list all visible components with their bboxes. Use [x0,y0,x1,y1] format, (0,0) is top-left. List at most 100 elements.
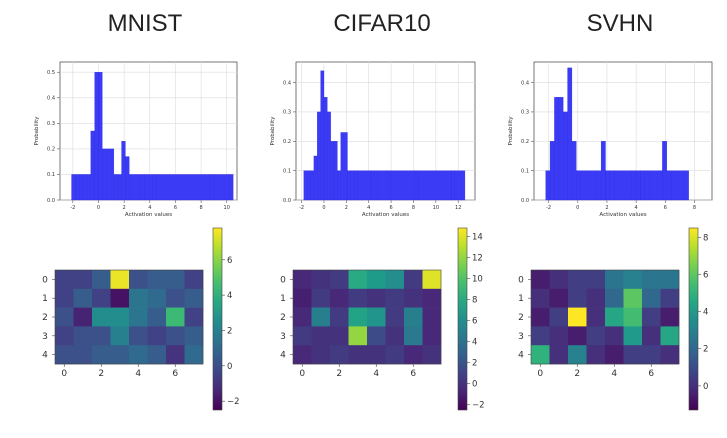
cifar10-colorbar-tick-label: 2 [472,359,477,369]
svhn-hist-bar [571,141,577,201]
cifar10-heatmap-cell [293,326,312,346]
mnist-hist-xtick-label: -2 [70,205,75,211]
mnist-heatmap-cell [184,345,204,365]
svhn-heatmap-cell [623,326,643,346]
cifar10-hist-xtick-label: -2 [299,205,304,211]
svhn-hist-bar [567,67,573,201]
svhn-heatmap-cell [568,307,587,327]
mnist-heatmap-xtick-label: 4 [135,369,141,379]
cifar10-heatmap-cell [330,270,349,290]
mnist-heatmap-cell [73,270,93,290]
cifar10-hist-bar [330,141,335,201]
svhn-heatmap-ytick-label: 4 [518,351,524,361]
cifar10-hist-bar [451,170,456,201]
svhn-hist-bar [635,170,641,201]
svhn-colorbar-tick-label: 0 [703,382,708,392]
mnist-hist-bar [106,148,115,201]
svhn-hist-bar [576,170,581,201]
mnist-colorbar-tick-label: −2 [227,397,240,407]
mnist-hist-bar [121,141,126,201]
mnist-heatmap-cell [184,307,204,327]
svhn-hist-bar [545,170,551,201]
svhn-heatmap-cell [549,326,569,346]
cifar10-hist-bar [317,111,321,201]
svhn-heatmap-cell [605,307,624,327]
cifar10-hist-bar [377,170,388,201]
svhn-heatmap-cell [531,288,550,308]
mnist-colorbar [212,227,223,411]
mnist-heatmap-cell [92,326,111,346]
cifar10-heatmap-cell [311,345,331,365]
svhn-hist-bar [580,170,597,201]
cifar10-hist-xtick-label: 0 [322,205,325,211]
cifar10-hist-xtick-label: 10 [433,205,439,211]
svhn-hist-bar [684,170,689,201]
mnist-heatmap-cell [55,345,74,365]
cifar10-title: CIFAR10 [333,10,431,37]
mnist-heatmap-ytick-label: 0 [42,275,48,285]
cifar10-heatmap-cell [385,288,405,308]
cifar10-heatmap-cell [404,307,423,327]
svhn-heatmap-cell [568,326,587,346]
cifar10-heatmap-ytick-label: 2 [280,313,286,323]
mnist-heatmap-cell [55,307,74,327]
svhn-heatmap-ytick-label: 0 [518,275,524,285]
svhn-heatmap-xtick-label: 0 [537,369,543,379]
cifar10-hist-bar [307,170,311,201]
cifar10-hist-bar [461,170,466,201]
svhn-hist-ytick-label: 0.3 [521,110,529,116]
svhn-hist-bar [609,170,615,201]
svhn-heatmap-xtick-label: 4 [611,369,617,379]
mnist-hist-bar [125,156,130,201]
mnist-hist-bar [79,174,84,201]
svhn-heatmap-cell [549,345,569,365]
cifar10-hist-xtick-label: 4 [367,205,370,211]
cifar10-heatmap-cell [311,288,331,308]
cifar10-heatmap-cell [367,326,386,346]
svhn-hist-bar [600,141,606,201]
cifar10-hist-bar [347,170,351,201]
mnist-heatmap-cell [73,345,93,365]
cifar10-heatmap-cell [348,345,368,365]
svhn-hist-xtick-label: 8 [693,205,696,211]
mnist-heatmap-cell [147,307,167,327]
mnist-colorbar-tick-label: 0 [227,362,232,372]
svhn-heatmap-ytick-label: 1 [518,294,524,304]
svhn-hist-xtick-label: 2 [605,205,608,211]
svhn-heatmap-xtick-label: 2 [574,369,580,379]
cifar10-heatmap-cell [367,307,386,327]
svhn-hist-xtick-label: 0 [576,205,579,211]
svhn-heatmap-cell [531,307,550,327]
cifar10-hist-bar [327,111,331,201]
cifar10-heatmap-cell [385,326,405,346]
svhn-hist-bar [670,170,685,201]
cifar10-hist-bar [340,132,348,201]
cifar10-heatmap-cell [385,270,405,290]
cifar10-hist-xtick-label: 6 [390,205,393,211]
mnist-heatmap-cell [147,270,167,290]
svhn-heatmap-cell [642,326,661,346]
svhn-colorbar-tick-label: 6 [703,270,708,280]
mnist-hist-xtick-label: 10 [224,205,230,211]
mnist-heatmap-cell [92,288,111,308]
cifar10-hist-bar [370,170,375,201]
cifar10-heatmap-cell [293,307,312,327]
cifar10-hist-bar [323,97,328,201]
cifar10-heatmap-cell [404,345,423,365]
svhn-heatmap-cell [660,307,680,327]
mnist-hist-bar [90,130,95,201]
mnist-heatmap-cell [166,288,185,308]
mnist-hist-bar [144,174,153,201]
svhn-hist-bar [640,170,646,201]
cifar10-heatmap-cell [293,288,312,308]
mnist-heatmap-cell [184,326,204,346]
cifar10-heatmap-cell [348,270,368,290]
svhn-hist-bar [614,170,632,201]
cifar10-heatmap-xtick-label: 2 [336,369,342,379]
svhn-hist-bar [662,141,667,201]
svhn-hist-bar [649,170,663,201]
svhn-heatmap-cell [531,270,550,290]
svhn-heatmap-cell [623,345,643,365]
svhn-colorbar-tick-label: 2 [703,345,708,355]
mnist-hist-bar [117,174,122,201]
